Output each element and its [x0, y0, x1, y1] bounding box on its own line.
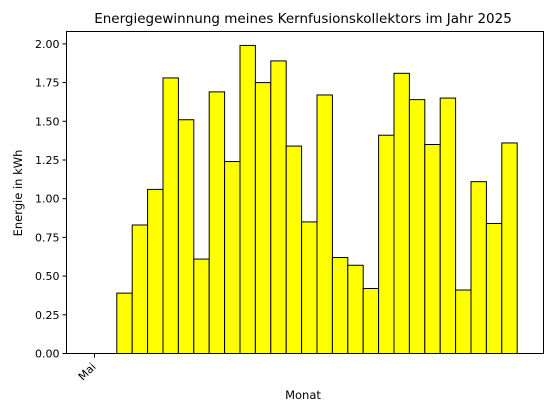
- bar-9: [208, 91, 226, 355]
- bar-21: [393, 72, 410, 355]
- bar-10: [224, 161, 241, 354]
- y-tick-label: 1.50: [35, 115, 60, 128]
- y-tick-label: 0.75: [35, 231, 60, 244]
- chart-title: Energiegewinnung meines Kernfusionskolle…: [94, 11, 512, 27]
- bar-11: [239, 44, 256, 355]
- bar-28: [501, 142, 518, 354]
- bar-19: [362, 287, 380, 355]
- y-tick-label: 0.50: [35, 270, 60, 283]
- bars-group: [116, 44, 518, 355]
- bar-6: [162, 77, 179, 354]
- y-tick-label: 0.25: [35, 309, 60, 322]
- bar-8: [193, 258, 210, 355]
- bar-14: [285, 145, 303, 354]
- bar-15: [301, 221, 318, 354]
- bar-3: [116, 292, 133, 355]
- bar-17: [331, 257, 349, 354]
- bar-22: [408, 99, 426, 355]
- y-tick-label: 1.00: [35, 193, 60, 206]
- bar-13: [270, 60, 287, 354]
- y-tick-label: 0.00: [35, 348, 60, 361]
- bar-23: [424, 144, 441, 354]
- y-tick-label: 1.75: [35, 77, 60, 90]
- bar-26: [470, 181, 487, 354]
- bar-16: [316, 94, 333, 354]
- y-axis: 0.00 0.25 0.50 0.75 1.00 1.25 1.50 1.75 2.00: [35, 38, 67, 361]
- bar-4: [131, 224, 149, 354]
- bar-7: [177, 119, 195, 354]
- bar-12: [254, 82, 272, 354]
- bar-25: [455, 289, 472, 354]
- bar-20: [378, 134, 395, 354]
- y-axis-label: Energie in kWh: [11, 150, 25, 237]
- x-axis-label: Monat: [285, 388, 321, 402]
- y-tick-label: 1.25: [35, 154, 60, 167]
- bar-5: [147, 188, 164, 354]
- y-tick-label: 2.00: [35, 38, 60, 51]
- bar-27: [485, 222, 503, 354]
- bar-18: [347, 264, 364, 355]
- bar-24: [439, 97, 457, 354]
